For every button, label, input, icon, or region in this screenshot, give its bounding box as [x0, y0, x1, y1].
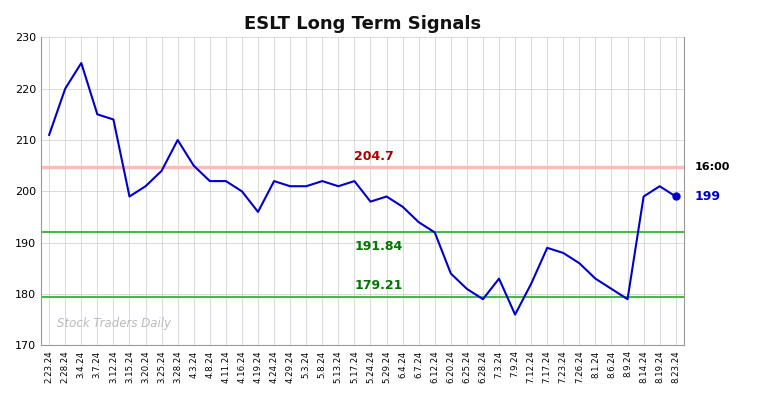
- Text: 179.21: 179.21: [354, 279, 403, 292]
- Text: 199: 199: [695, 190, 721, 203]
- Text: 204.7: 204.7: [354, 150, 394, 162]
- Text: Stock Traders Daily: Stock Traders Daily: [57, 318, 171, 330]
- Text: 191.84: 191.84: [354, 240, 403, 254]
- Title: ESLT Long Term Signals: ESLT Long Term Signals: [244, 15, 481, 33]
- Text: 16:00: 16:00: [695, 162, 731, 172]
